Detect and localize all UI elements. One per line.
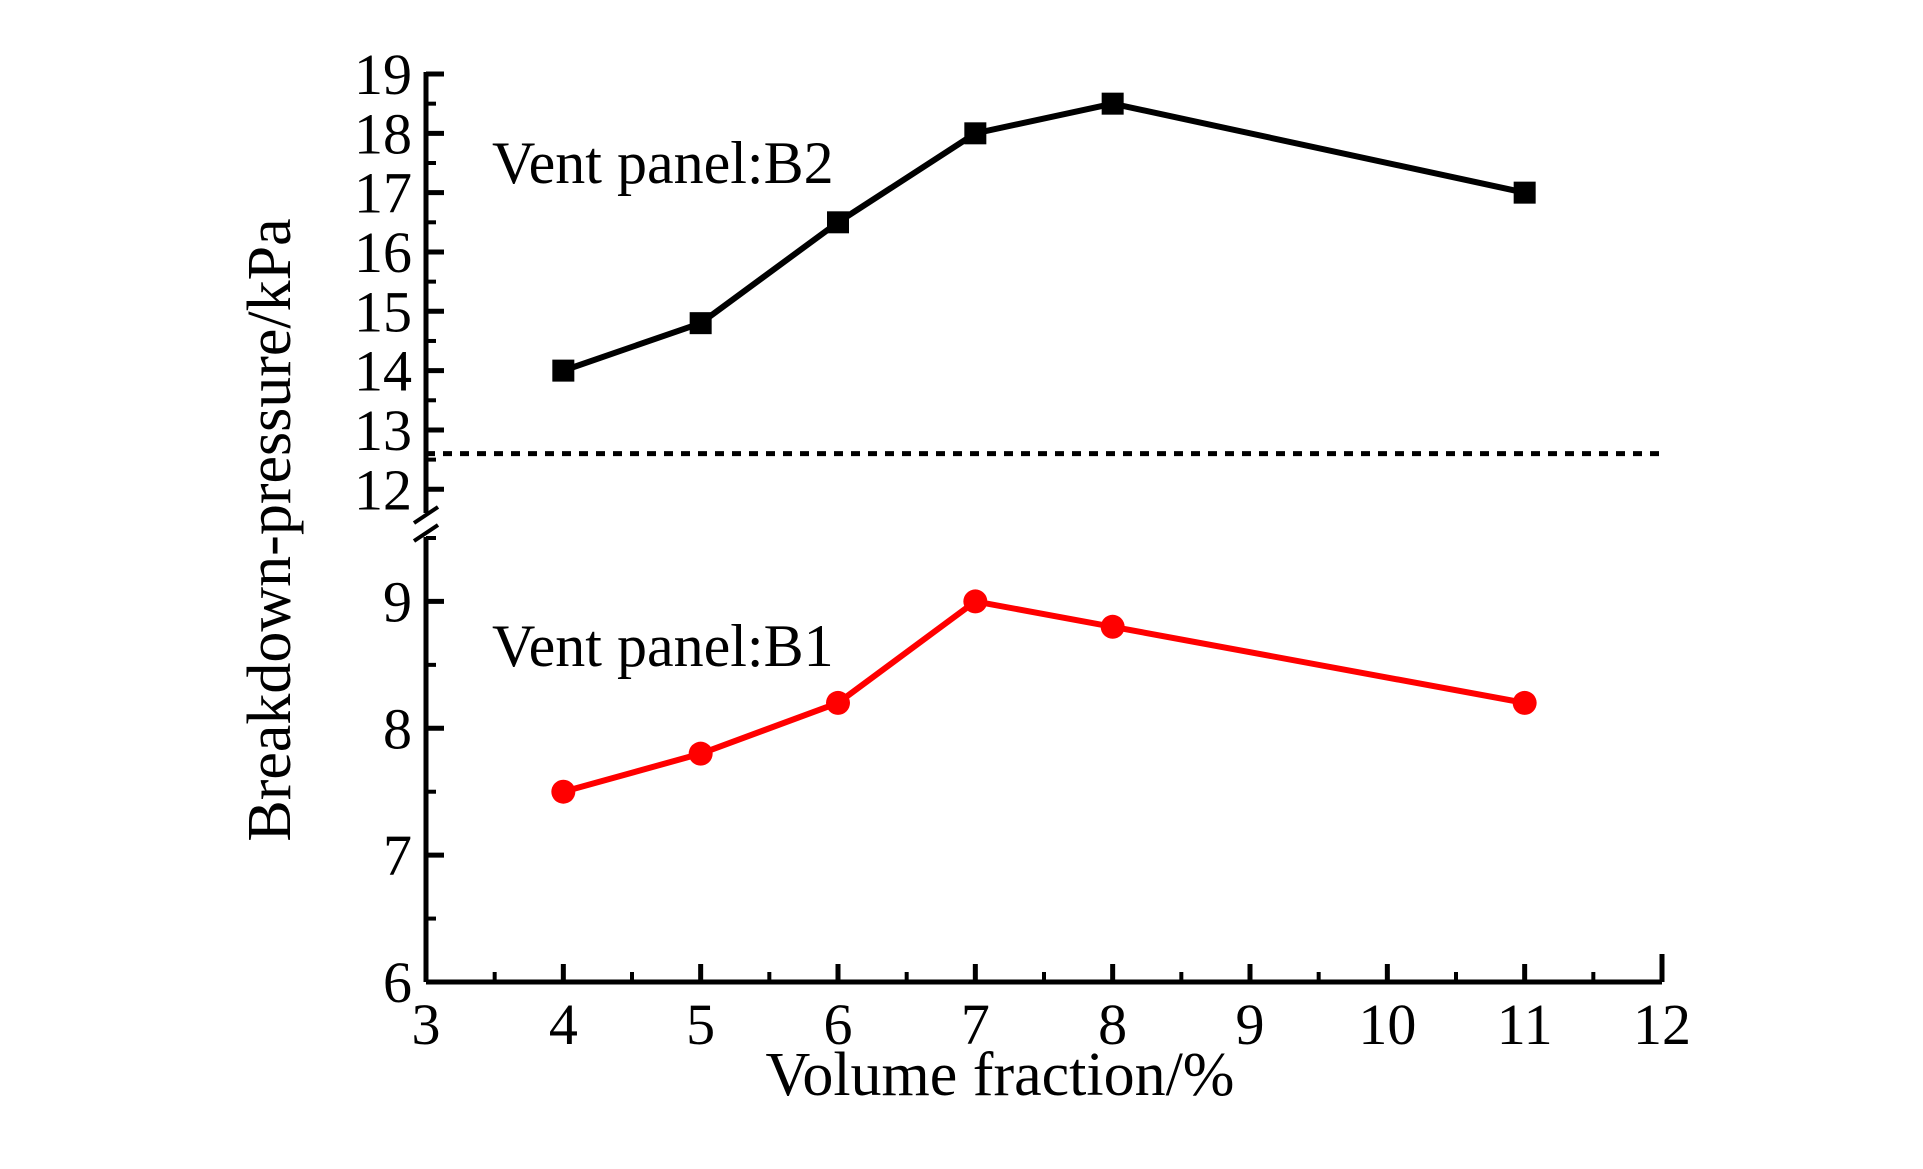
y-tick-label: 19: [354, 42, 412, 107]
data-point-b2: [689, 312, 712, 335]
data-point-b1: [1100, 614, 1125, 639]
axes: [412, 72, 1665, 985]
series-line-b1: [562, 598, 1526, 795]
data-point-b1: [688, 741, 713, 766]
axis-break-mark: [412, 505, 440, 525]
x-tick-label: 7: [961, 992, 990, 1057]
x-tick-label: 5: [686, 992, 715, 1057]
series-line-b2: [562, 100, 1526, 374]
x-tick-label: 11: [1497, 992, 1553, 1057]
data-point-b1: [826, 690, 850, 715]
x-tick-label: 8: [1098, 992, 1127, 1057]
data-point-b2: [552, 359, 575, 382]
data-point-b2: [1101, 92, 1124, 115]
data-point-b1: [1512, 690, 1537, 715]
axis-break-mark: [412, 523, 440, 543]
y-tick-label: 7: [383, 823, 412, 888]
x-tick-label: 9: [1236, 992, 1265, 1057]
data-point-b1: [551, 779, 576, 804]
series-layer: [551, 92, 1537, 804]
y-tick-label: 12: [354, 457, 412, 522]
y-tick-label: 6: [383, 950, 412, 1015]
data-point-b2: [827, 211, 849, 234]
y-tick-label: 16: [354, 220, 412, 285]
x-tick-label: 4: [549, 992, 578, 1057]
data-point-b2: [964, 122, 987, 145]
y-tick-label: 14: [354, 339, 412, 404]
x-tick-label: 10: [1358, 992, 1416, 1057]
series-label-b1: Vent panel:B1: [492, 613, 834, 679]
y-tick-label: 17: [354, 161, 412, 226]
ticks: [423, 71, 1665, 985]
x-axis-title: Volume fraction/%: [766, 1041, 1235, 1109]
y-tick-label: 9: [383, 569, 412, 634]
data-point-b1: [963, 589, 988, 614]
y-tick-label: 15: [354, 279, 412, 344]
x-tick-label: 6: [824, 992, 853, 1057]
y-axis-title: Breakdown-pressure/kPa: [236, 218, 304, 841]
y-tick-label: 8: [383, 696, 412, 761]
x-tick-label: 12: [1633, 992, 1691, 1057]
series-label-b2: Vent panel:B2: [492, 130, 834, 196]
x-tick-label: 3: [412, 992, 441, 1057]
y-tick-label: 13: [354, 398, 412, 463]
y-tick-label: 18: [354, 101, 412, 166]
data-point-b2: [1513, 181, 1536, 204]
